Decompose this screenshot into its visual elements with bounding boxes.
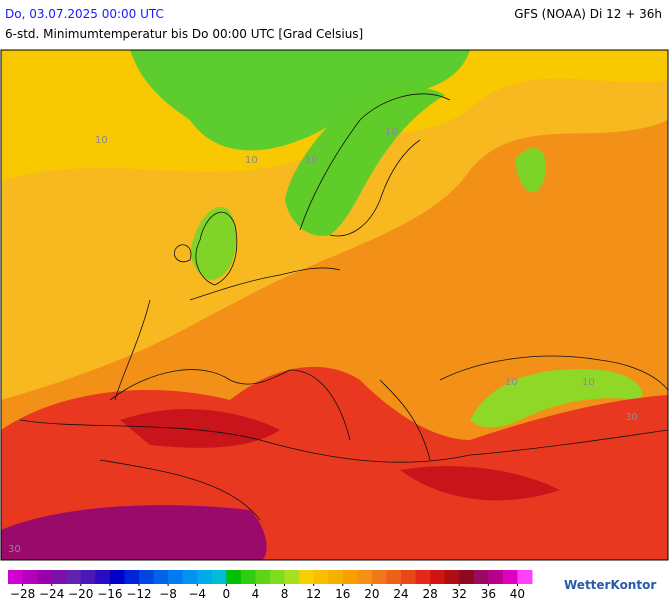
- color-swatch: [8, 570, 24, 584]
- tick-label: −24: [39, 587, 64, 600]
- tick-label: 24: [393, 587, 408, 600]
- contour-label: 10: [95, 135, 108, 146]
- color-swatch: [51, 570, 67, 584]
- logo: WetterKontor: [564, 578, 656, 592]
- color-swatch: [488, 570, 504, 584]
- color-swatch: [168, 570, 184, 584]
- color-swatch: [284, 570, 300, 584]
- tick-label: 20: [364, 587, 379, 600]
- color-swatch: [139, 570, 155, 584]
- color-swatch: [415, 570, 431, 584]
- color-swatch: [80, 570, 96, 584]
- color-swatch: [502, 570, 518, 584]
- tick-label: 0: [223, 587, 231, 600]
- contour-label: 30: [8, 544, 21, 555]
- cool-zone: [130, 50, 470, 151]
- uk-cool: [190, 206, 237, 280]
- valid-time: Do, 03.07.2025 00:00 UTC: [5, 7, 164, 21]
- subtitle: 6-std. Minimumtemperatur bis Do 00:00 UT…: [5, 27, 363, 41]
- color-swatch: [197, 570, 213, 584]
- color-swatch: [95, 570, 111, 584]
- tick-label: −20: [68, 587, 93, 600]
- tick-label: −12: [126, 587, 151, 600]
- color-swatch: [357, 570, 373, 584]
- color-swatch: [66, 570, 82, 584]
- scandinavia-cool: [285, 87, 445, 236]
- color-swatch: [109, 570, 125, 584]
- coastlines: [19, 93, 668, 521]
- color-swatch: [226, 570, 242, 584]
- color-swatch: [153, 570, 169, 584]
- contour-label: 10: [245, 155, 258, 166]
- colorbar: −28 −24 −20 −16 −12 −8 −4 0 4 8 12 16 20 24 28 32 36 40: [8, 570, 533, 601]
- color-swatch: [371, 570, 387, 584]
- map: 10 10 10 10 10 10 30 30: [0, 49, 669, 561]
- color-swatch: [459, 570, 475, 584]
- color-swatch: [22, 570, 38, 584]
- tick-label: −4: [188, 587, 206, 600]
- map-frame: [0, 49, 669, 561]
- color-swatch: [37, 570, 53, 584]
- tick-label: 36: [481, 587, 496, 600]
- tick-label: 40: [510, 587, 525, 600]
- turkey-cool: [470, 369, 643, 428]
- color-swatch: [182, 570, 198, 584]
- tick-label: 4: [252, 587, 260, 600]
- tick-label: 32: [452, 587, 467, 600]
- tick-label: −28: [10, 587, 35, 600]
- color-swatch: [211, 570, 227, 584]
- extreme-zone: [1, 505, 267, 560]
- color-swatch: [270, 570, 286, 584]
- color-swatch: [517, 570, 533, 584]
- color-swatch: [328, 570, 344, 584]
- tick-label: 8: [281, 587, 289, 600]
- color-swatch: [255, 570, 271, 584]
- contour-label: 10: [385, 127, 398, 138]
- contour-label: 30: [625, 412, 638, 423]
- color-swatch: [124, 570, 140, 584]
- color-swatch: [299, 570, 315, 584]
- tick-label: 28: [422, 587, 437, 600]
- color-swatch: [240, 570, 256, 584]
- color-swatch: [473, 570, 489, 584]
- color-swatch: [430, 570, 446, 584]
- tick-label: −16: [97, 587, 122, 600]
- color-swatch: [444, 570, 460, 584]
- color-swatch: [342, 570, 358, 584]
- color-swatch: [401, 570, 417, 584]
- tick-label: 12: [306, 587, 321, 600]
- tick-label: 16: [335, 587, 350, 600]
- russia-cool: [515, 148, 546, 193]
- color-swatch: [386, 570, 402, 584]
- contour-label: 10: [505, 377, 518, 388]
- tick-label: −8: [159, 587, 177, 600]
- contour-label: 10: [305, 155, 318, 166]
- contour-label: 10: [582, 377, 595, 388]
- model-run: GFS (NOAA) Di 12 + 36h: [514, 7, 662, 21]
- very-hot-zone: [120, 409, 560, 501]
- color-swatch: [313, 570, 329, 584]
